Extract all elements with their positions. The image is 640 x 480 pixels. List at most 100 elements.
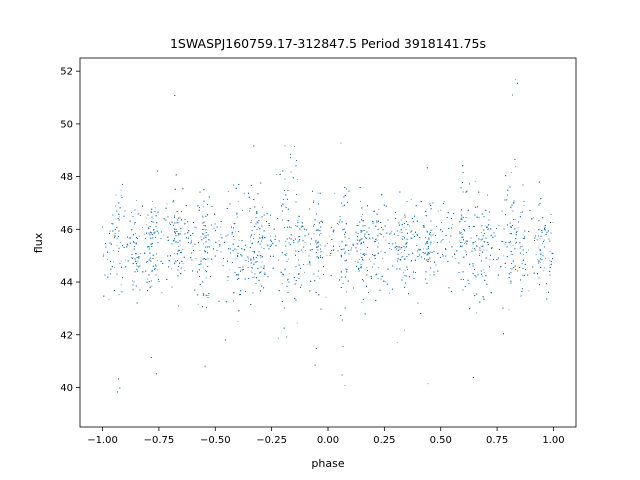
data-point bbox=[512, 244, 514, 246]
data-point bbox=[378, 267, 380, 269]
data-point bbox=[459, 239, 461, 241]
data-point bbox=[535, 254, 537, 256]
data-point bbox=[359, 259, 360, 260]
data-point bbox=[154, 232, 156, 234]
data-point bbox=[337, 224, 339, 226]
data-point bbox=[251, 220, 252, 222]
data-point bbox=[284, 269, 286, 271]
data-point bbox=[209, 240, 211, 242]
data-point bbox=[233, 238, 235, 240]
data-point bbox=[472, 247, 474, 249]
data-point bbox=[184, 270, 186, 272]
data-point bbox=[318, 256, 320, 258]
data-point bbox=[278, 337, 279, 339]
data-point bbox=[542, 242, 543, 244]
data-point bbox=[262, 206, 263, 208]
data-points bbox=[102, 78, 554, 393]
data-point bbox=[114, 267, 116, 268]
data-point bbox=[538, 247, 540, 249]
data-point bbox=[156, 259, 158, 261]
data-point bbox=[203, 243, 204, 245]
data-point bbox=[202, 266, 204, 268]
data-point bbox=[166, 203, 168, 205]
data-point bbox=[517, 270, 518, 272]
data-point bbox=[401, 252, 402, 253]
data-point bbox=[177, 222, 179, 224]
data-point bbox=[120, 260, 122, 262]
data-point bbox=[254, 233, 256, 235]
data-point bbox=[528, 290, 530, 292]
data-point bbox=[219, 246, 221, 247]
data-point bbox=[242, 210, 243, 212]
data-point bbox=[532, 217, 534, 219]
data-point bbox=[220, 226, 222, 228]
data-point bbox=[203, 229, 205, 230]
data-point bbox=[288, 258, 289, 260]
data-point bbox=[360, 267, 362, 268]
data-point bbox=[238, 240, 240, 241]
data-point bbox=[195, 227, 197, 229]
data-point bbox=[262, 238, 264, 240]
data-point bbox=[325, 296, 327, 298]
data-point bbox=[319, 222, 321, 224]
data-point bbox=[426, 253, 428, 255]
data-point bbox=[136, 238, 138, 239]
data-point bbox=[295, 224, 297, 226]
data-point bbox=[288, 273, 290, 275]
data-point bbox=[191, 242, 192, 244]
data-point bbox=[382, 258, 384, 259]
data-point bbox=[269, 235, 271, 237]
data-point bbox=[261, 261, 263, 263]
data-point bbox=[430, 236, 432, 238]
data-point bbox=[486, 241, 488, 243]
data-point bbox=[368, 258, 370, 260]
data-point bbox=[180, 230, 182, 232]
data-point bbox=[545, 258, 546, 259]
data-point bbox=[478, 217, 480, 219]
data-point bbox=[486, 249, 488, 251]
data-point bbox=[258, 251, 260, 253]
data-point bbox=[542, 270, 544, 272]
data-point bbox=[163, 234, 165, 236]
data-point bbox=[378, 242, 380, 244]
data-point bbox=[248, 261, 249, 263]
data-point bbox=[427, 261, 428, 263]
data-point bbox=[478, 216, 480, 218]
data-point bbox=[391, 248, 392, 250]
data-point bbox=[361, 302, 363, 304]
data-point bbox=[543, 267, 545, 269]
data-point bbox=[145, 224, 147, 226]
data-point bbox=[473, 293, 475, 295]
data-point bbox=[138, 235, 140, 237]
data-point bbox=[430, 261, 432, 263]
data-point bbox=[178, 246, 180, 247]
data-point bbox=[416, 233, 418, 235]
data-point bbox=[205, 270, 206, 271]
data-point bbox=[409, 225, 411, 227]
data-point bbox=[146, 278, 148, 280]
data-point bbox=[297, 179, 299, 181]
data-point bbox=[281, 283, 283, 284]
data-point bbox=[296, 322, 298, 324]
data-point bbox=[152, 201, 153, 202]
data-point bbox=[294, 146, 295, 147]
data-point bbox=[228, 269, 230, 271]
data-point bbox=[372, 211, 374, 212]
data-point bbox=[113, 250, 115, 251]
data-point bbox=[151, 285, 153, 287]
data-point bbox=[182, 263, 184, 265]
data-point bbox=[199, 250, 201, 252]
data-point bbox=[483, 249, 485, 251]
data-point bbox=[135, 233, 136, 235]
data-point bbox=[429, 274, 431, 276]
data-point bbox=[119, 242, 121, 243]
data-point bbox=[107, 259, 108, 260]
data-point bbox=[360, 249, 361, 251]
data-point bbox=[115, 205, 116, 207]
data-point bbox=[464, 243, 465, 244]
data-point bbox=[182, 249, 184, 251]
data-point bbox=[522, 245, 523, 247]
data-point bbox=[286, 252, 288, 254]
data-point bbox=[465, 241, 467, 243]
